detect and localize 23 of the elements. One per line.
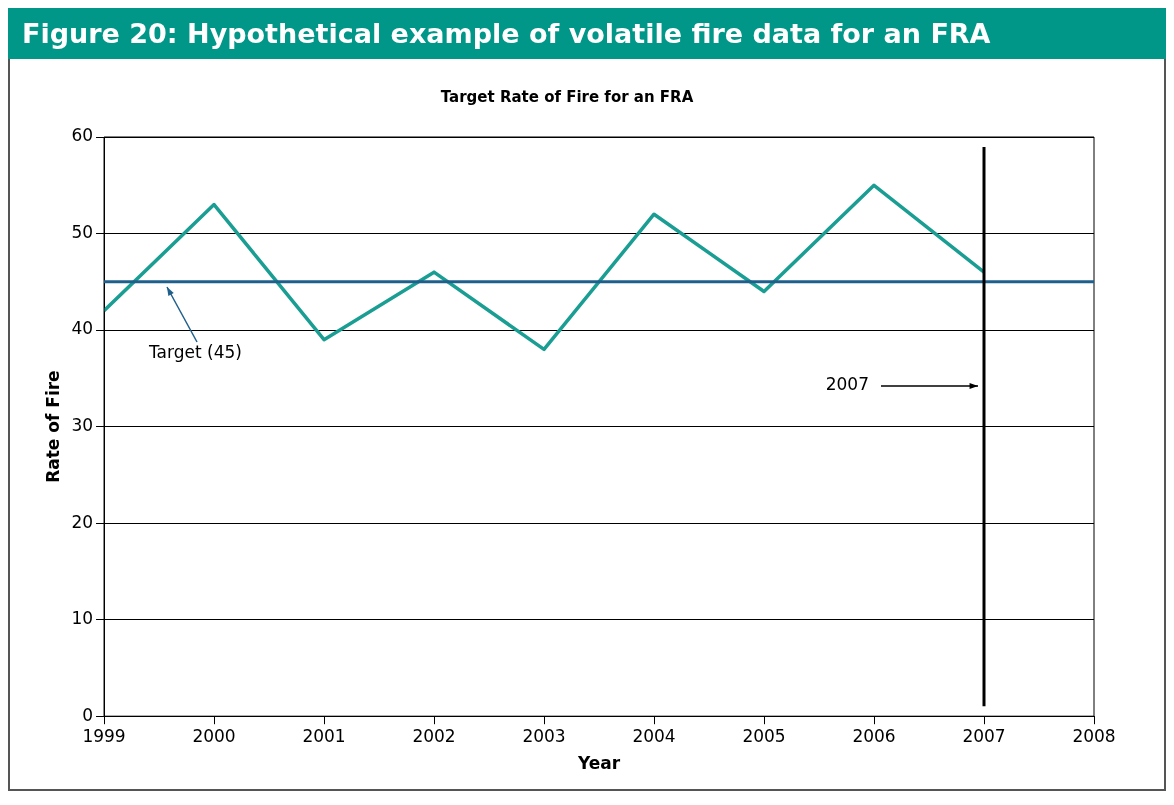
y-tick-label: 50: [71, 221, 94, 242]
x-tick-label: 2001: [302, 725, 346, 746]
y-tick-label: 30: [71, 415, 94, 436]
chart-title: Figure 20: Hypothetical example of volatile fire data for an FRA: [8, 8, 1166, 59]
x-tick-label: 2000: [192, 725, 236, 746]
y-axis-title: Rate of Fire: [42, 370, 63, 483]
x-tick-label: 2002: [412, 725, 456, 746]
x-tick-label: 1999: [82, 725, 126, 746]
x-axis-title: Year: [576, 753, 621, 774]
x-tick-label: 2008: [1072, 725, 1116, 746]
y-tick-label: 20: [71, 511, 94, 532]
x-tick-label: 2004: [632, 725, 676, 746]
x-tick-label: 2005: [742, 725, 786, 746]
ref-line-label: 2007: [825, 374, 869, 395]
x-tick-label: 2003: [522, 725, 566, 746]
chart-subtitle: Target Rate of Fire for an FRA: [440, 87, 694, 106]
y-tick-label: 40: [71, 318, 94, 339]
y-tick-label: 0: [82, 704, 94, 725]
x-tick-label: 2006: [852, 725, 896, 746]
x-tick-label: 2007: [962, 725, 1006, 746]
ref-line-label: Target (45): [148, 342, 242, 363]
y-tick-label: 10: [71, 608, 94, 629]
y-tick-label: 60: [71, 125, 94, 146]
